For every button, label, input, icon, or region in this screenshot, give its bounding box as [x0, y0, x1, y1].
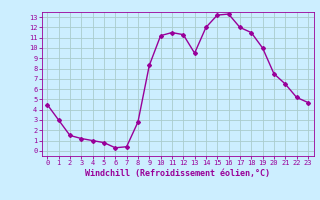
- X-axis label: Windchill (Refroidissement éolien,°C): Windchill (Refroidissement éolien,°C): [85, 169, 270, 178]
